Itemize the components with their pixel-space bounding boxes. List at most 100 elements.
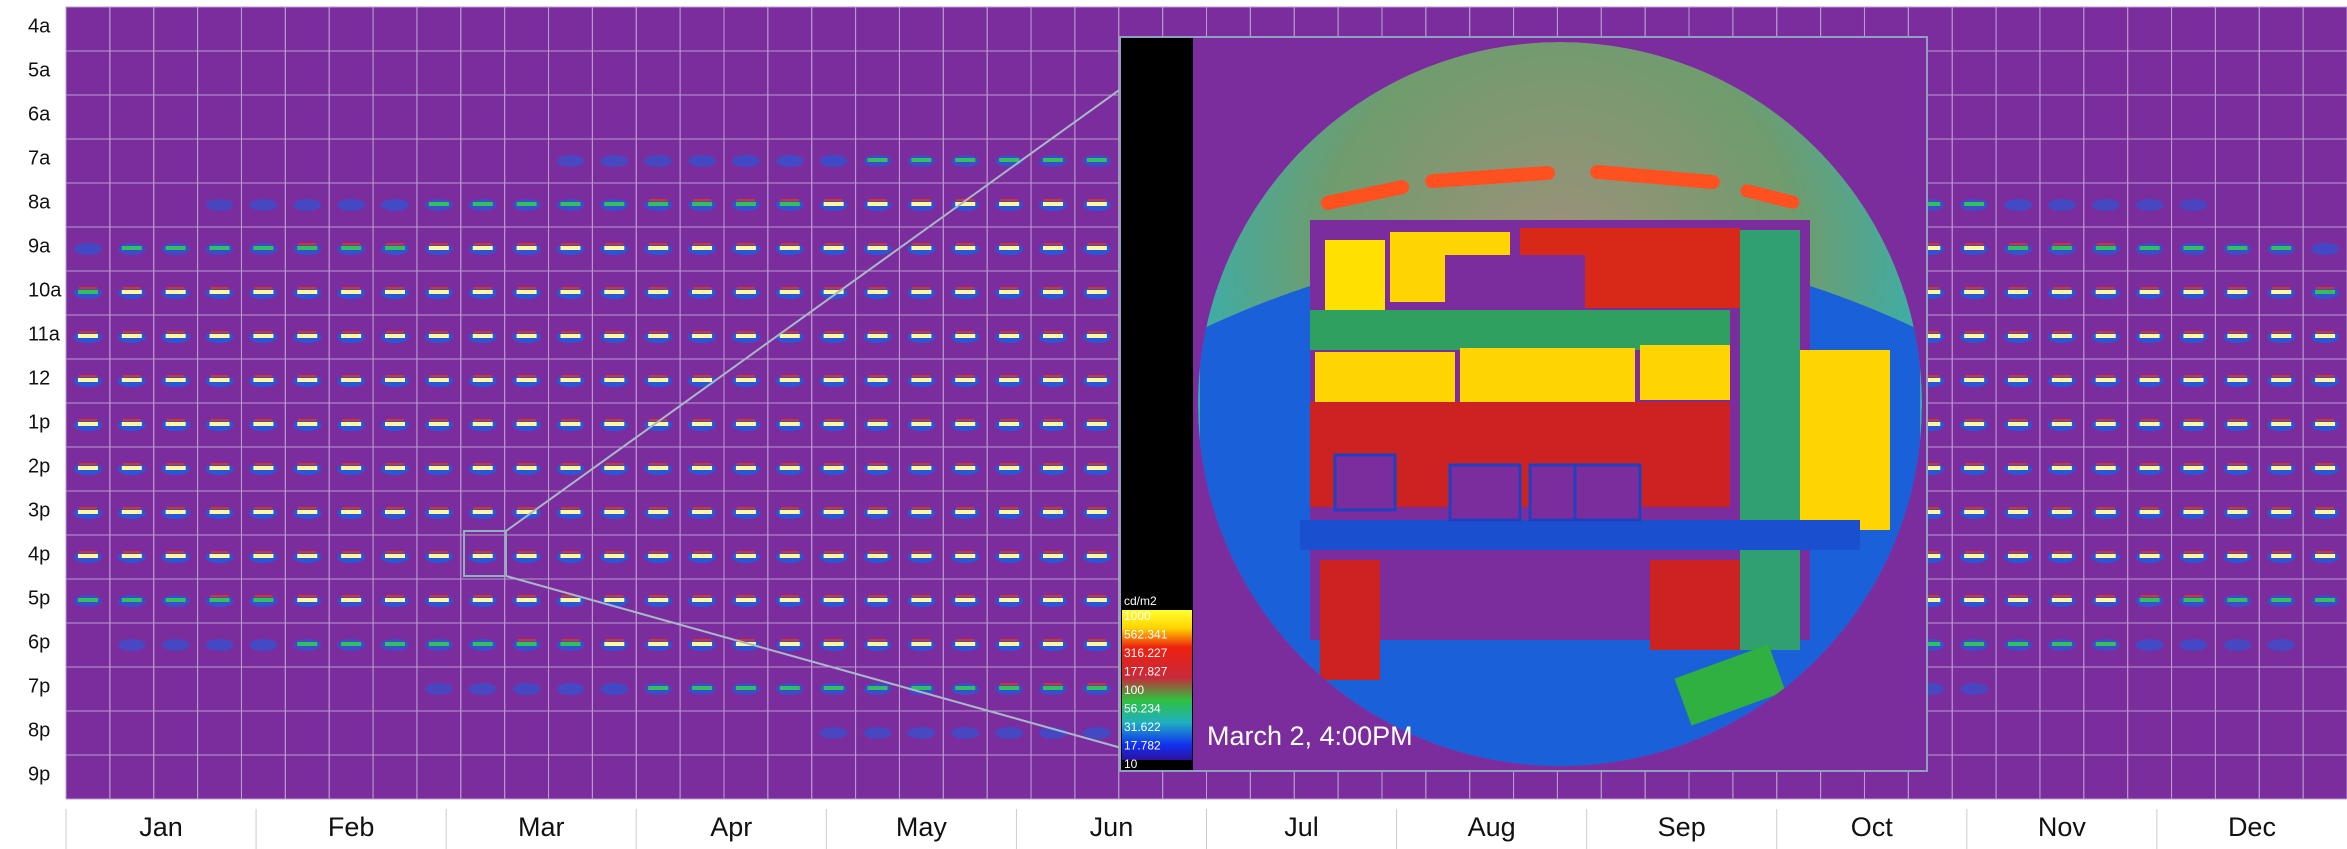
thumb-red	[649, 507, 668, 509]
thumb-light	[165, 378, 186, 382]
thumb-red	[2009, 551, 2028, 553]
thumb-light	[1086, 422, 1107, 426]
thumb-light	[560, 510, 581, 514]
month-label: Apr	[710, 812, 752, 842]
thumb-light	[1042, 554, 1063, 558]
thumb-red	[342, 507, 361, 509]
thumb-light	[2315, 290, 2336, 294]
thumb-light	[2227, 422, 2248, 426]
thumb-red	[736, 331, 755, 333]
thumb-red	[517, 419, 536, 421]
thumb-red	[429, 595, 448, 597]
thumb-light	[384, 598, 405, 602]
thumb-red	[956, 551, 975, 553]
thumb-red	[298, 375, 317, 377]
thumb-red	[298, 507, 317, 509]
thumb-light	[2271, 422, 2292, 426]
thumb-light	[472, 202, 493, 206]
thumb-red	[780, 243, 799, 245]
thumb	[293, 199, 322, 211]
thumb-red	[1000, 419, 1019, 421]
thumb	[600, 683, 629, 695]
thumb-light	[560, 554, 581, 558]
thumb-red	[1965, 243, 1984, 245]
inset-caption: March 2, 4:00PM	[1207, 721, 1413, 751]
thumb-light	[297, 246, 318, 250]
thumb	[907, 727, 936, 739]
thumb-red	[1000, 199, 1019, 201]
thumb-light	[2095, 554, 2116, 558]
thumb-light	[209, 290, 230, 294]
thumb-light	[779, 334, 800, 338]
thumb-light	[428, 202, 449, 206]
thumb-light	[1964, 290, 1985, 294]
thumb	[600, 155, 629, 167]
thumb-red	[429, 551, 448, 553]
row-label: 7p	[28, 675, 50, 697]
thumb-light	[1042, 466, 1063, 470]
thumb-red	[2096, 331, 2115, 333]
thumb-red	[1965, 375, 1984, 377]
thumb-light	[999, 202, 1020, 206]
row-label: 11a	[28, 323, 61, 345]
thumb	[205, 639, 234, 651]
row-label: 8a	[28, 191, 51, 213]
thumb-light	[867, 466, 888, 470]
thumb-light	[516, 422, 537, 426]
thumb-light	[472, 466, 493, 470]
thumb-light	[2008, 554, 2029, 558]
thumb-red	[1043, 507, 1062, 509]
thumb-red	[561, 331, 580, 333]
thumb-red	[561, 463, 580, 465]
thumb-light	[472, 642, 493, 646]
thumb-light	[955, 686, 976, 690]
thumb-light	[692, 510, 713, 514]
thumb-red	[2052, 331, 2071, 333]
month-label: Sep	[1658, 812, 1706, 842]
thumb-light	[867, 290, 888, 294]
thumb-light	[516, 510, 537, 514]
thumb-red	[824, 507, 843, 509]
thumb-red	[780, 639, 799, 641]
thumb-red	[2052, 287, 2071, 289]
thumb-red	[1000, 243, 1019, 245]
thumb	[951, 727, 980, 739]
thumb	[337, 199, 366, 211]
thumb-light	[253, 334, 274, 338]
thumb-red	[561, 375, 580, 377]
thumb-red	[2184, 463, 2203, 465]
thumb-light	[999, 246, 1020, 250]
thumb-light	[2227, 554, 2248, 558]
thumb-light	[1920, 378, 1941, 382]
thumb-red	[517, 595, 536, 597]
thumb-light	[1086, 246, 1107, 250]
thumb-red	[2009, 507, 2028, 509]
thumb-red	[2052, 375, 2071, 377]
thumb-light	[472, 598, 493, 602]
thumb-light	[999, 686, 1020, 690]
thumb-red	[298, 551, 317, 553]
month-label: Oct	[1851, 812, 1894, 842]
thumb-light	[1042, 378, 1063, 382]
thumb-red	[385, 463, 404, 465]
thumb-red	[342, 375, 361, 377]
thumb	[556, 683, 585, 695]
thumb-light	[779, 290, 800, 294]
thumb-light	[823, 686, 844, 690]
thumb-red	[473, 419, 492, 421]
highlight-cell	[463, 530, 507, 577]
thumb-red	[2228, 419, 2247, 421]
thumb-red	[342, 419, 361, 421]
thumb-light	[1042, 334, 1063, 338]
thumb-red	[561, 639, 580, 641]
thumb-red	[1000, 463, 1019, 465]
thumb-light	[165, 290, 186, 294]
thumb-light	[955, 510, 976, 514]
thumb-red	[693, 507, 712, 509]
thumb-light	[472, 422, 493, 426]
thumb-red	[473, 507, 492, 509]
thumb-light	[735, 554, 756, 558]
thumb-light	[911, 158, 932, 162]
thumb-red	[824, 199, 843, 201]
thumb-red	[605, 639, 624, 641]
